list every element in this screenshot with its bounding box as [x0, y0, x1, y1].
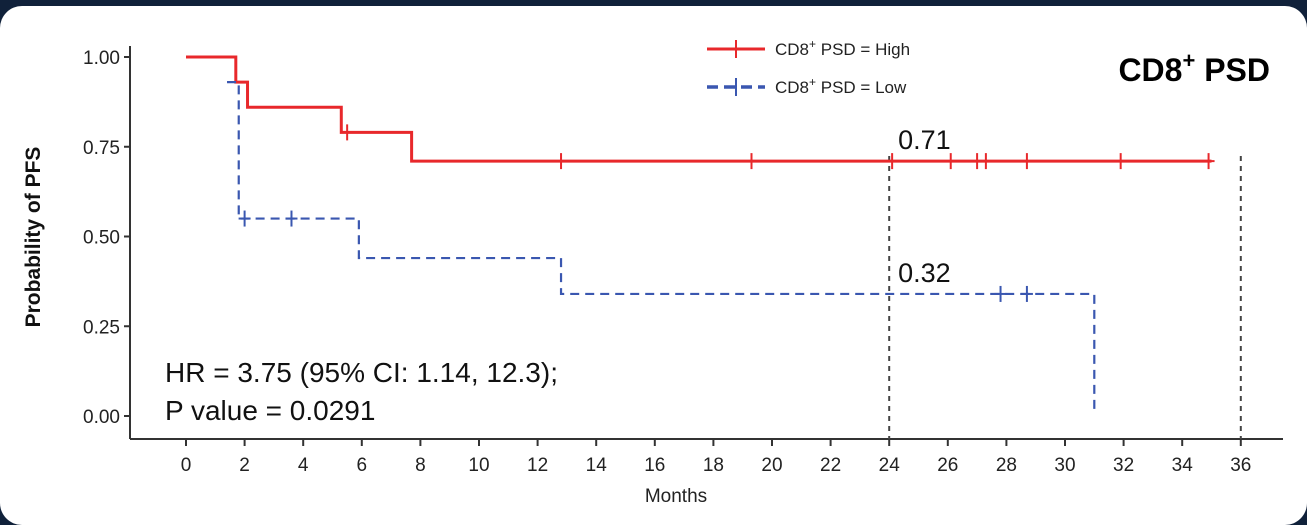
- x-axis-title: Months: [645, 486, 707, 507]
- x-tick-label: 22: [820, 455, 841, 476]
- x-tick-label: 2: [239, 455, 250, 476]
- x-tick-label: 8: [415, 455, 426, 476]
- x-tick-label: 4: [298, 455, 309, 476]
- reference-lines: [888, 156, 1242, 439]
- x-tick-label: 24: [879, 455, 901, 476]
- y-tick-label: 0.50: [83, 228, 120, 249]
- y-tick-label: 0.25: [83, 317, 120, 338]
- km-plot: 0.000.250.500.751.000 2 4 6 8 10 12 14 16 18 20 22 2…: [22, 37, 1283, 507]
- y-tick-label: 0.75: [83, 138, 120, 159]
- x-tick-label: 36: [1230, 455, 1251, 476]
- legend: CD8+ PSD = High CD8+ PSD = Low: [707, 37, 910, 97]
- annotations: 0.71 0.32: [898, 125, 951, 288]
- x-tick-label: 28: [996, 455, 1017, 476]
- p-value-text: P value = 0.0291: [165, 395, 375, 426]
- high-psd-curve: [186, 55, 1212, 163]
- x-tick-label: 18: [703, 455, 724, 476]
- hazard-ratio-text: HR = 3.75 (95% CI: 1.14, 12.3);: [165, 357, 558, 388]
- axes: 0.000.250.500.751.000 2 4 6 8 10 12 14 16 18 20 22 2…: [22, 46, 1283, 507]
- x-tick-label: 26: [937, 455, 958, 476]
- x-tick-label: 30: [1054, 455, 1075, 476]
- y-tick-label: 1.00: [83, 48, 120, 69]
- chart-card: 0.00 0.25 0.50 0.75 1.00 0 2 4 6 8 10 12 14 16 18 20 22 2…: [0, 6, 1307, 525]
- y-axis-title: Probability of PFS: [22, 147, 45, 328]
- x-tick-label: 10: [468, 455, 489, 476]
- x-tick-label: 14: [586, 455, 608, 476]
- panel-title: CD8+ PSD: [1118, 48, 1270, 88]
- x-tick-label: 32: [1113, 455, 1134, 476]
- legend-label: CD8+ PSD = Low: [775, 75, 907, 97]
- y-tick-label: 0.00: [83, 407, 120, 428]
- x-tick-label: 20: [761, 455, 782, 476]
- survival-annotation: 0.32: [898, 258, 951, 288]
- survival-annotation: 0.71: [898, 125, 951, 155]
- x-tick-label: 16: [644, 455, 665, 476]
- x-tick-label: 6: [357, 455, 368, 476]
- x-tick-label: 34: [1172, 455, 1194, 476]
- x-tick-label: 12: [527, 455, 548, 476]
- survival-curves: [186, 55, 1215, 409]
- x-tick-label: 0: [181, 455, 192, 476]
- low-psd-curve: [227, 81, 1096, 409]
- legend-label: CD8+ PSD = High: [775, 37, 910, 59]
